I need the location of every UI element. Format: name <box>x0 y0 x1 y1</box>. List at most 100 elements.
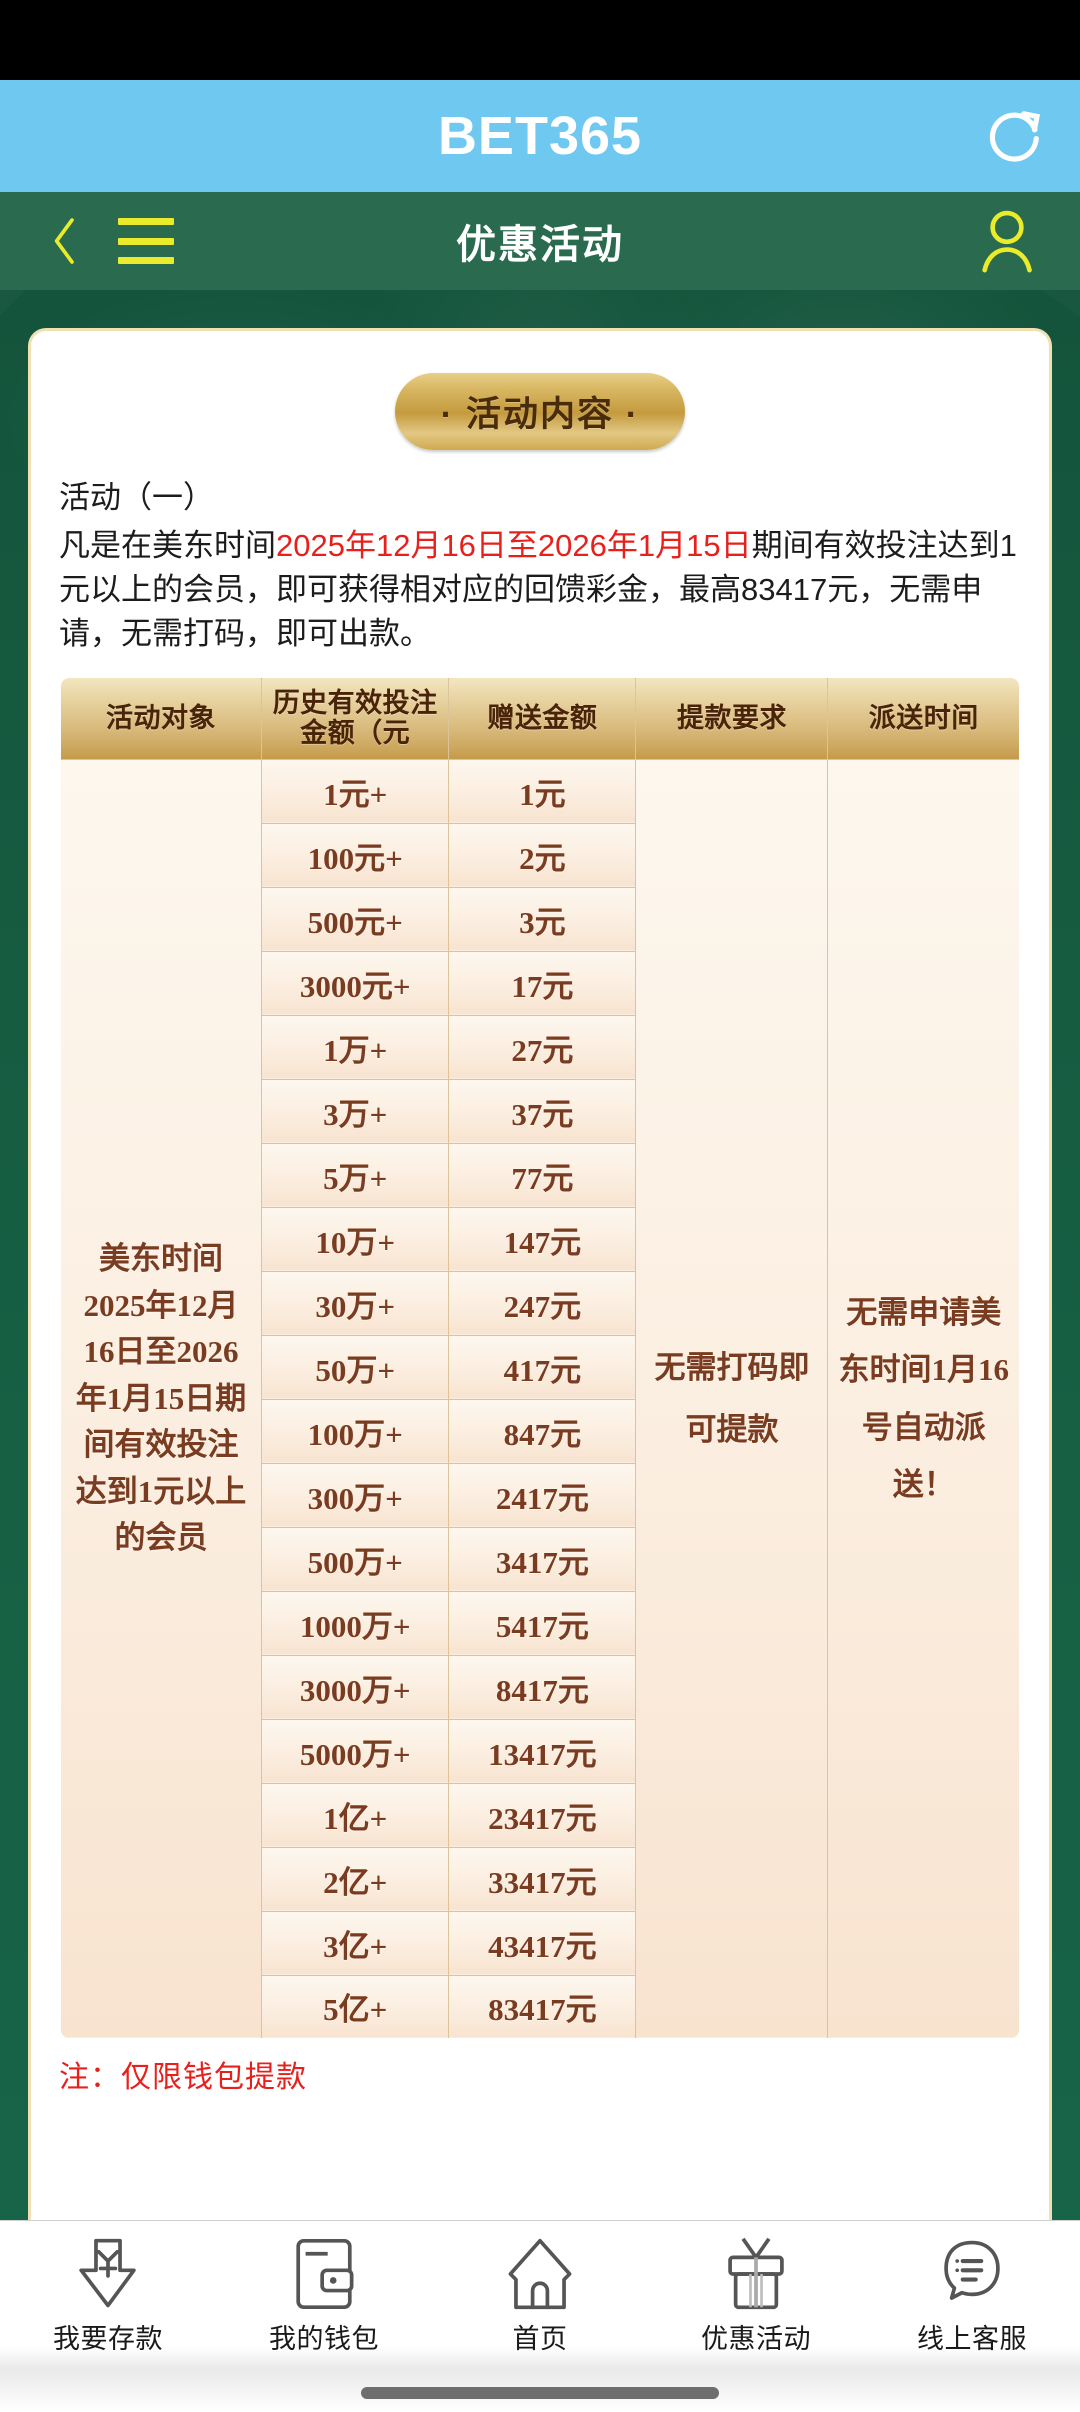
intro-line-1: 活动（一） <box>59 480 214 515</box>
bottom-nav-label: 首页 <box>512 2324 568 2354</box>
home-indicator-wrap <box>0 2373 1080 2412</box>
table-cell-bet: 30万+ <box>261 1270 450 1336</box>
bottom-nav-items: 我要存款 我的钱包 <box>0 2221 1080 2373</box>
bottom-nav-label: 优惠活动 <box>701 2324 811 2354</box>
table-cell-bet: 10万+ <box>261 1206 450 1272</box>
customer-service-icon <box>935 2233 1009 2315</box>
table-cell-bet: 3万+ <box>261 1078 450 1144</box>
table-row: 3万+ 37元 <box>61 1078 1019 1144</box>
table-row: 1万+ 27元 <box>61 1014 1019 1080</box>
refresh-icon[interactable] <box>982 105 1044 167</box>
table-row: 美东时间2025年12月16日至2026年1月15日期间有效投注达到1元以上的会… <box>61 758 1019 2039</box>
table-row: 5000万+ 13417元 <box>61 1718 1019 1784</box>
table-header-bonus: 赠送金额 <box>448 678 637 760</box>
promotion-card: · 活动内容 · 活动（一） 凡是在美东时间2025年12月16日至2026年1… <box>28 328 1052 2412</box>
table-cell-bonus: 2417元 <box>448 1462 637 1528</box>
deposit-arrow-icon <box>71 2233 145 2315</box>
table-header-target: 活动对象 <box>61 678 263 760</box>
table-row: 1亿+ 23417元 <box>61 1782 1019 1848</box>
table-cell-bonus: 147元 <box>448 1206 637 1272</box>
table-cell-bet: 5万+ <box>261 1142 450 1208</box>
table-cell-bonus: 83417元 <box>448 1974 637 2039</box>
table-cell-bonus: 417元 <box>448 1334 637 1400</box>
table-cell-bet: 50万+ <box>261 1334 450 1400</box>
table-cell-bet: 3亿+ <box>261 1910 450 1976</box>
table-cell-bet: 1000万+ <box>261 1590 450 1656</box>
intro-date-range: 2025年12月16日至2026年1月15日 <box>276 528 752 564</box>
bottom-nav-label: 线上客服 <box>917 2324 1027 2354</box>
gift-icon <box>719 2233 793 2315</box>
table-cell-bonus: 43417元 <box>448 1910 637 1976</box>
table-header-time: 派送时间 <box>827 678 1019 760</box>
table-row: 3000元+ 17元 <box>61 950 1019 1016</box>
bottom-navigation-bar: 我要存款 我的钱包 <box>0 2220 1080 2412</box>
table-row: 500万+ 3417元 <box>61 1526 1019 1592</box>
table-cell-bonus: 17元 <box>448 950 637 1016</box>
table-cell-bet: 1元+ <box>261 758 450 824</box>
intro-paragraph: 凡是在美东时间2025年12月16日至2026年1月15日期间有效投注达到1元以… <box>59 524 1021 656</box>
table-row: 100万+ 847元 <box>61 1398 1019 1464</box>
table-cell-bet: 3000元+ <box>261 950 450 1016</box>
home-icon <box>503 2233 577 2315</box>
bottom-nav-label: 我的钱包 <box>269 2324 379 2354</box>
table-cell-bonus: 37元 <box>448 1078 637 1144</box>
brand-bar: BET365 <box>0 80 1080 192</box>
table-cell-bet: 1亿+ <box>261 1782 450 1848</box>
table-row: 100元+ 2元 <box>61 822 1019 888</box>
table-row: 5亿+ 83417元 <box>61 1974 1019 2039</box>
table-cell-delivery-time: 无需申请美东时间1月16号自动派送！ <box>827 758 1019 2039</box>
table-cell-bonus: 23417元 <box>448 1782 637 1848</box>
menu-line <box>118 257 174 264</box>
table-header-require: 提款要求 <box>635 678 829 760</box>
back-chevron-icon[interactable] <box>48 213 82 269</box>
table-cell-bet: 100元+ <box>261 822 450 888</box>
table-row: 300万+ 2417元 <box>61 1462 1019 1528</box>
page-nav-bar: 优惠活动 <box>0 192 1080 290</box>
table-cell-bonus: 847元 <box>448 1398 637 1464</box>
bottom-nav-item-deposit[interactable]: 我要存款 <box>0 2233 216 2356</box>
table-head: 活动对象 历史有效投注金额（元 赠送金额 提款要求 派送时间 <box>61 678 1019 760</box>
user-account-icon[interactable] <box>976 208 1038 274</box>
table-cell-bet: 300万+ <box>261 1462 450 1528</box>
menu-line <box>118 237 174 245</box>
table-cell-bet: 2亿+ <box>261 1846 450 1912</box>
brand-title: BET365 <box>437 106 643 166</box>
table-cell-bet: 1万+ <box>261 1014 450 1080</box>
bottom-nav-label: 我要存款 <box>53 2324 163 2354</box>
table-row: 1000万+ 5417元 <box>61 1590 1019 1656</box>
table-cell-withdraw-requirement: 无需打码即可提款 <box>635 758 829 2039</box>
table-row: 3000万+ 8417元 <box>61 1654 1019 1720</box>
table-cell-bet: 5000万+ <box>261 1718 450 1784</box>
section-badge-wrap: · 活动内容 · <box>59 373 1021 450</box>
bottom-nav-item-support[interactable]: 线上客服 <box>864 2233 1080 2356</box>
menu-line <box>118 218 174 225</box>
table-cell-bonus: 77元 <box>448 1142 637 1208</box>
home-indicator[interactable] <box>361 2386 719 2399</box>
table-header-row: 活动对象 历史有效投注金额（元 赠送金额 提款要求 派送时间 <box>61 678 1019 760</box>
table-row: 2亿+ 33417元 <box>61 1846 1019 1912</box>
table-cell-bet: 500元+ <box>261 886 450 952</box>
table-cell-bet: 5亿+ <box>261 1974 450 2039</box>
intro-seg-2: 期间有效投注达到1元以上的会员，即可获得相对应的回馈彩金，最高83417元，无需… <box>59 528 1017 652</box>
hamburger-menu-icon[interactable] <box>118 218 174 264</box>
bottom-nav-item-wallet[interactable]: 我的钱包 <box>216 2233 432 2356</box>
table-cell-bonus: 13417元 <box>448 1718 637 1784</box>
section-badge: · 活动内容 · <box>394 373 686 450</box>
table-cell-bonus: 1元 <box>448 758 637 824</box>
status-bar <box>0 0 1080 80</box>
table-cell-bonus: 2元 <box>448 822 637 888</box>
table-cell-bonus: 3元 <box>448 886 637 952</box>
table-header-bet: 历史有效投注金额（元 <box>261 678 450 760</box>
table-row: 50万+ 417元 <box>61 1334 1019 1400</box>
bottom-nav-item-home[interactable]: 首页 <box>432 2233 648 2356</box>
table-cell-bet: 500万+ <box>261 1526 450 1592</box>
table-cell-bet: 3000万+ <box>261 1654 450 1720</box>
table-cell-bonus: 3417元 <box>448 1526 637 1592</box>
table-cell-target: 美东时间2025年12月16日至2026年1月15日期间有效投注达到1元以上的会… <box>61 758 263 2039</box>
footnote: 注：仅限钱包提款 <box>59 2061 307 2095</box>
table-row: 10万+ 147元 <box>61 1206 1019 1272</box>
table-cell-bonus: 247元 <box>448 1270 637 1336</box>
bottom-nav-item-promotions[interactable]: 优惠活动 <box>648 2233 864 2356</box>
table-cell-bonus: 8417元 <box>448 1654 637 1720</box>
